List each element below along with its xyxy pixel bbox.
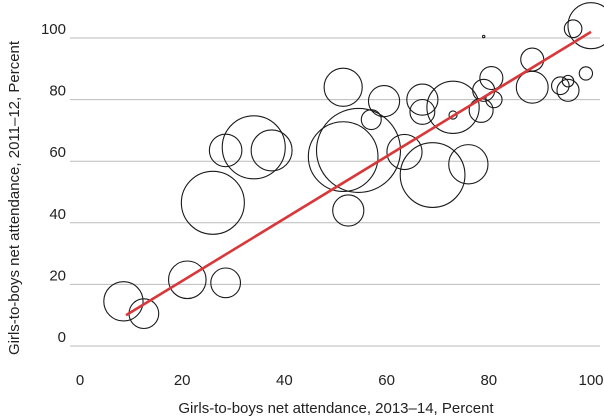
x-tick-label: 0 (76, 372, 84, 389)
x-tick-label: 100 (578, 372, 603, 389)
data-point (479, 65, 504, 91)
data-point (103, 281, 144, 322)
data-point (399, 142, 466, 208)
data-point (426, 80, 480, 134)
y-tick-label: 80 (49, 83, 66, 100)
data-point (563, 19, 583, 39)
x-tick-label: 40 (276, 372, 293, 389)
x-tick-label: 60 (378, 372, 395, 389)
y-tick-label: 40 (49, 206, 66, 223)
y-tick-label: 100 (41, 21, 66, 38)
data-point (307, 121, 379, 192)
data-point (551, 76, 570, 96)
data-point (367, 85, 401, 118)
data-point (360, 109, 382, 131)
bubbles (103, 2, 604, 330)
data-point (386, 133, 423, 171)
data-point (250, 129, 293, 172)
data-point (567, 2, 604, 50)
data-point (221, 115, 286, 180)
data-point (180, 170, 245, 235)
data-point (332, 194, 365, 227)
x-tick-label: 20 (174, 372, 191, 389)
data-point (409, 98, 436, 125)
trend-line (125, 30, 592, 317)
x-axis-title: Girls-to-boys net attendance, 2013–14, P… (178, 400, 494, 417)
y-axis-title: Girls-to-boys net attendance, 2011–12, P… (6, 40, 23, 355)
data-point (323, 67, 363, 107)
y-tick-label: 20 (49, 267, 66, 284)
data-point (448, 110, 458, 120)
x-tick-labels: 0 20 40 60 80 100 (76, 372, 604, 389)
data-point (167, 260, 207, 300)
data-point (210, 267, 242, 299)
y-tick-labels: 0 20 40 60 80 100 (41, 21, 66, 346)
data-point (406, 83, 439, 116)
data-point (448, 144, 489, 185)
data-point (578, 66, 594, 81)
x-tick-label: 80 (480, 372, 497, 389)
grid-lines (70, 37, 600, 347)
data-point (468, 97, 494, 123)
data-point (315, 107, 402, 193)
y-tick-label: 0 (58, 329, 66, 346)
data-point (481, 34, 486, 39)
y-tick-label: 60 (49, 144, 66, 161)
data-point (515, 70, 549, 104)
data-point (556, 78, 580, 102)
